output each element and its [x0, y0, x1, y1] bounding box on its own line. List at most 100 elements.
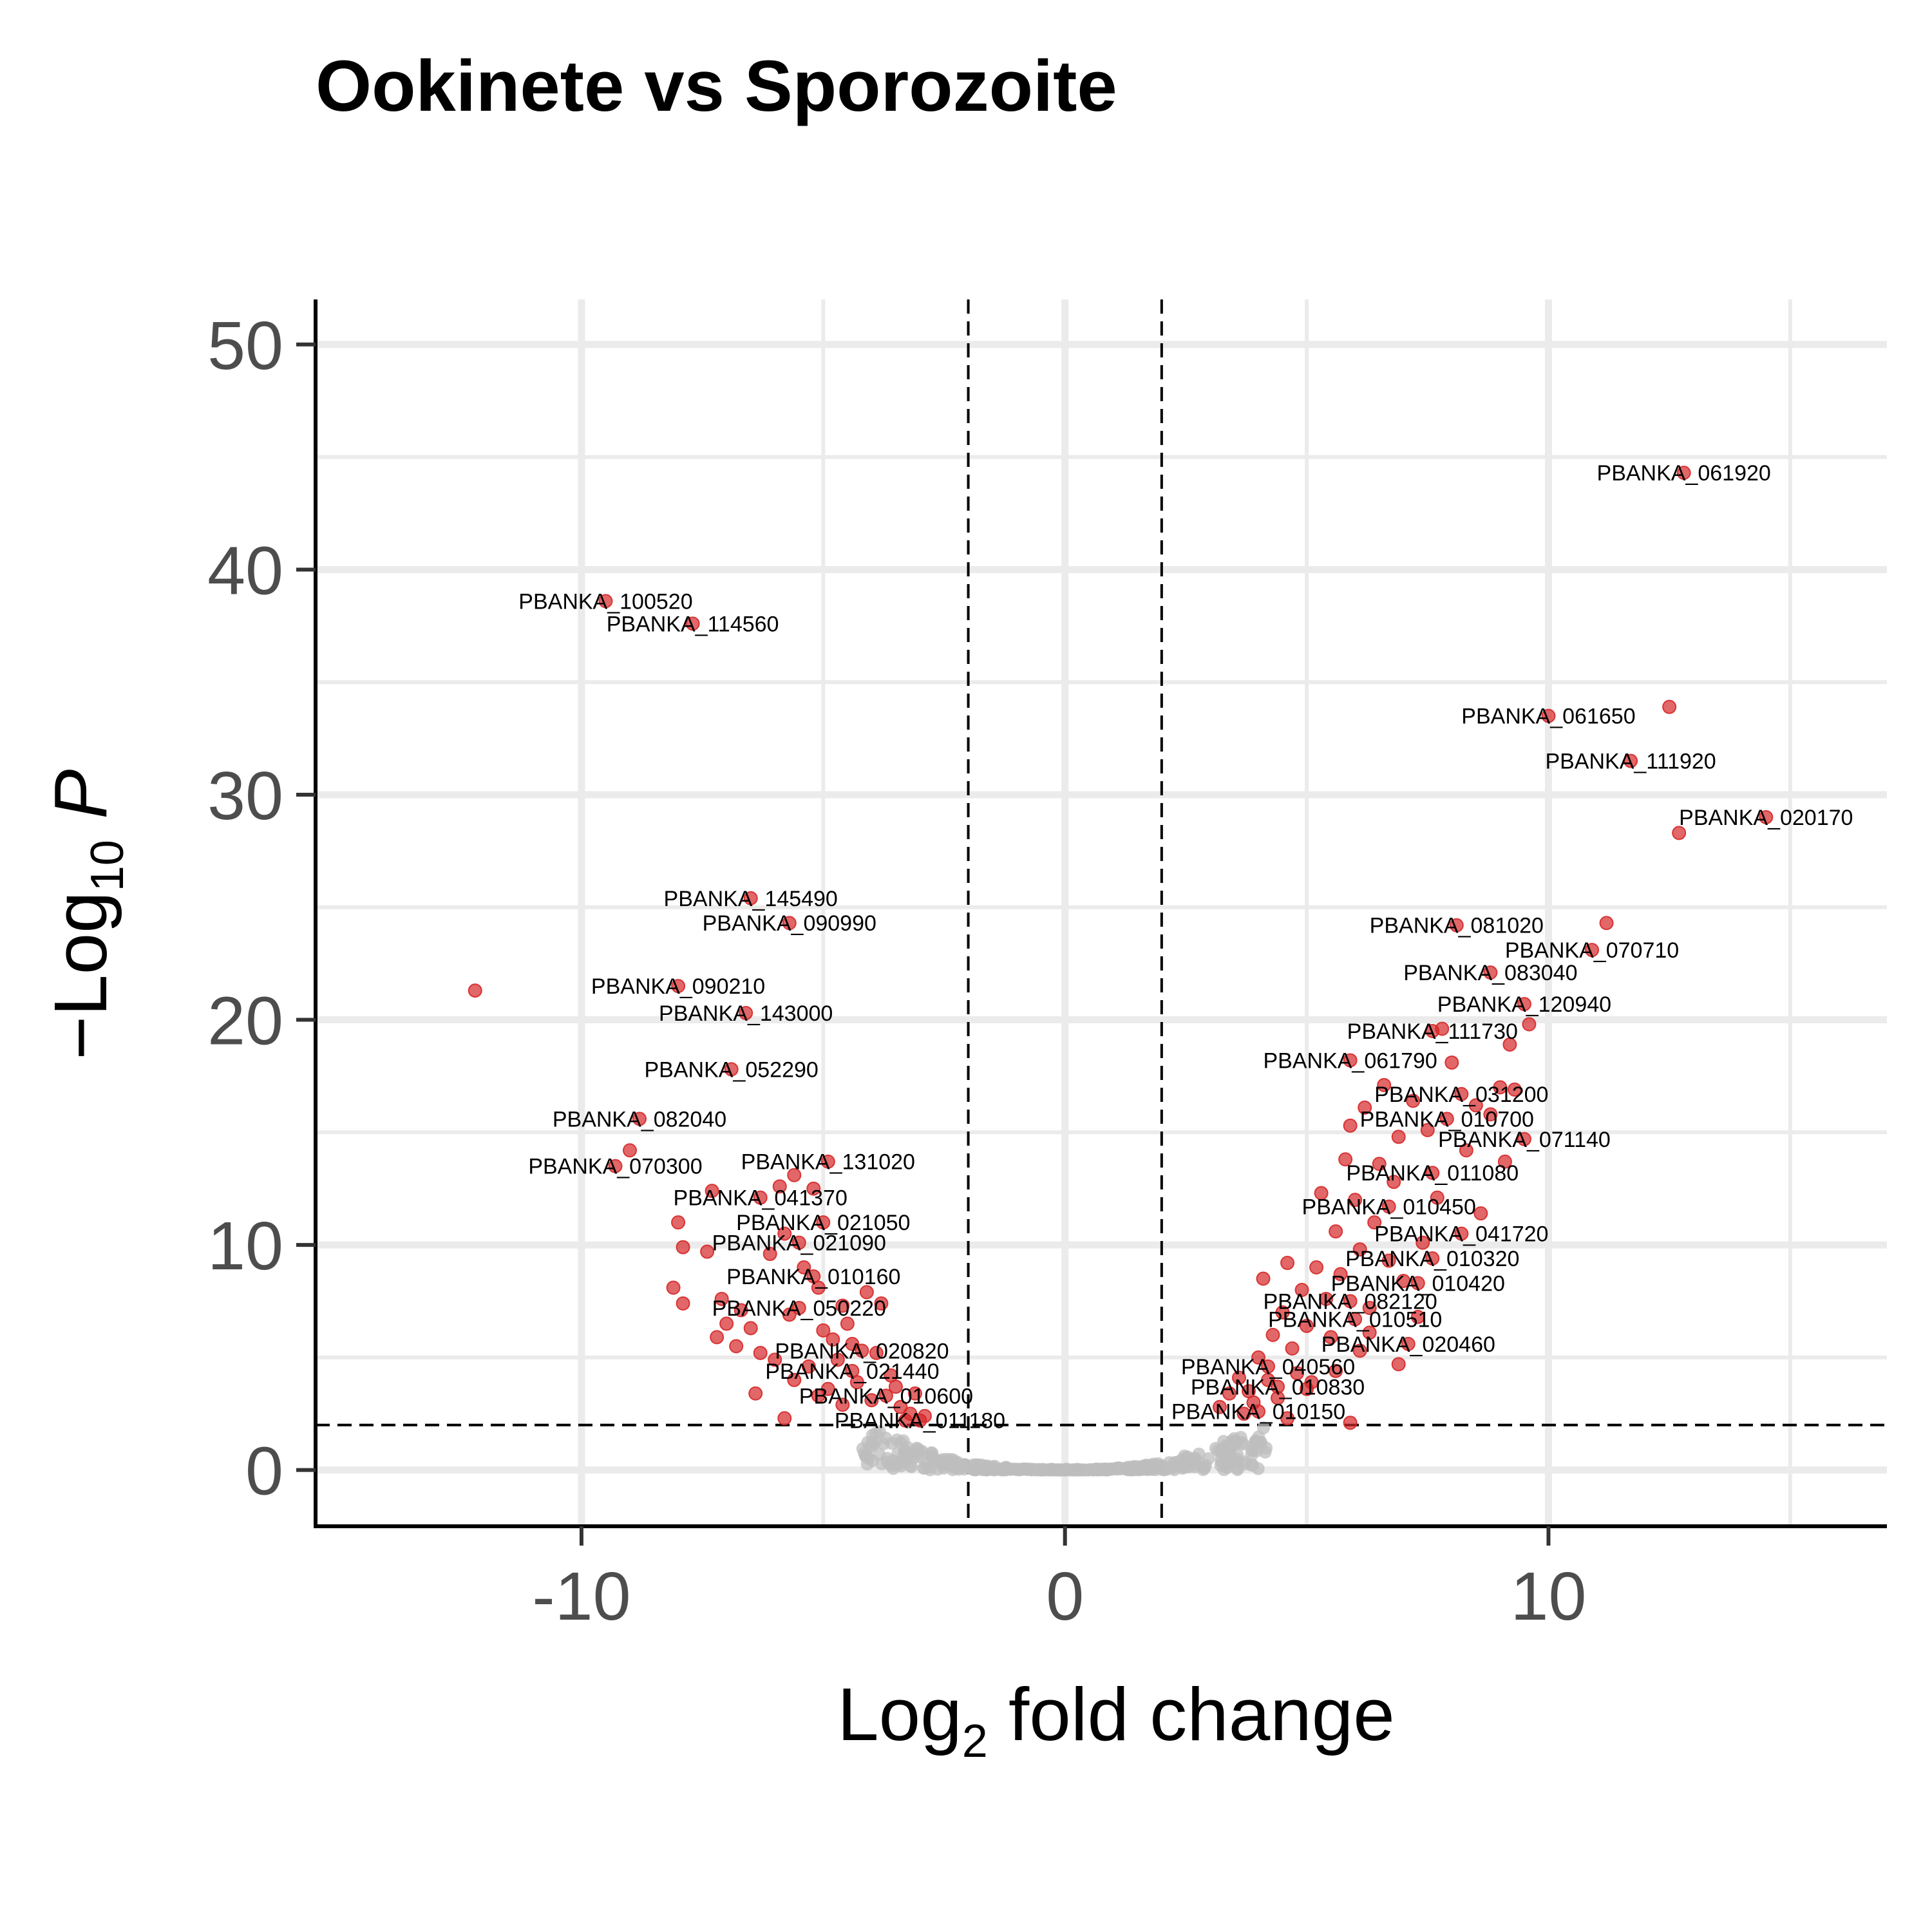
- point-label: PBANKA_090990: [703, 911, 876, 936]
- point-label: PBANKA_020460: [1321, 1332, 1495, 1357]
- nonsignificant-points: [856, 1421, 1273, 1477]
- nonsignificant-point: [1238, 1455, 1252, 1469]
- significant-point: [1759, 810, 1774, 824]
- point-label: PBANKA_090210: [591, 974, 765, 999]
- point-label: PBANKA_100520: [518, 589, 692, 614]
- significant-point: [1493, 1080, 1508, 1095]
- significant-point: [705, 1184, 719, 1198]
- nonsignificant-point: [1236, 1436, 1249, 1450]
- significant-point: [869, 1345, 884, 1360]
- significant-point: [1294, 1282, 1309, 1297]
- significant-point: [845, 1336, 860, 1351]
- point-label: PBANKA_010510: [1268, 1307, 1442, 1332]
- significant-point: [1343, 1294, 1358, 1309]
- significant-point: [1251, 1404, 1265, 1419]
- significant-point: [1541, 708, 1556, 723]
- significant-point: [1387, 1175, 1401, 1189]
- plot-grid: [316, 299, 1887, 1526]
- point-label: PBANKA_021090: [712, 1231, 886, 1256]
- significant-point: [753, 1190, 768, 1205]
- nonsignificant-point: [1090, 1463, 1103, 1476]
- significant-point: [1454, 1086, 1469, 1101]
- significant-point: [1300, 1381, 1314, 1396]
- significant-point: [840, 1316, 855, 1331]
- significant-point: [888, 1379, 903, 1394]
- point-label: PBANKA_020170: [1679, 806, 1853, 830]
- significant-point: [913, 1413, 927, 1428]
- significant-point: [1420, 1122, 1435, 1137]
- y-tick-label: 50: [207, 308, 283, 384]
- significant-point: [671, 979, 686, 994]
- point-label: PBANKA_010600: [799, 1384, 973, 1408]
- significant-point: [1439, 1112, 1454, 1126]
- significant-point: [893, 1399, 908, 1414]
- nonsignificant-point: [980, 1463, 993, 1477]
- nonsignificant-point: [1124, 1463, 1137, 1477]
- significant-point: [806, 1269, 821, 1284]
- significant-point: [816, 1323, 831, 1338]
- significant-point: [719, 1316, 734, 1331]
- point-label: PBANKA_061650: [1461, 705, 1635, 729]
- point-label: PBANKA_041370: [674, 1186, 848, 1211]
- significant-point: [1372, 1157, 1387, 1171]
- nonsignificant-point: [860, 1450, 874, 1463]
- nonsignificant-point: [1257, 1421, 1271, 1435]
- nonsignificant-point: [1036, 1463, 1050, 1476]
- point-label: PBANKA_061790: [1263, 1048, 1437, 1073]
- y-axis-title-rest: P: [39, 770, 122, 840]
- significant-point: [835, 1298, 850, 1313]
- significant-point: [743, 891, 758, 905]
- significant-point: [1502, 1037, 1517, 1052]
- point-label: PBANKA_010320: [1345, 1247, 1519, 1271]
- point-label: PBANKA_120940: [1437, 992, 1611, 1017]
- significant-point: [1222, 1386, 1236, 1401]
- nonsignificant-point: [1050, 1463, 1064, 1477]
- significant-point: [1449, 918, 1464, 933]
- significant-point: [1391, 1130, 1406, 1144]
- significant-point: [676, 1240, 690, 1255]
- nonsignificant-point: [1067, 1463, 1081, 1477]
- significant-point: [1430, 1190, 1444, 1205]
- point-label: PBANKA_114560: [607, 612, 779, 636]
- significant-point: [1483, 965, 1498, 980]
- significant-point: [1624, 753, 1638, 768]
- point-label: PBANKA_131020: [741, 1150, 915, 1175]
- significant-point: [806, 1181, 821, 1196]
- significant-point: [864, 1393, 879, 1408]
- point-label: PBANKA_041720: [1374, 1222, 1548, 1247]
- nonsignificant-point: [946, 1463, 960, 1477]
- significant-point: [710, 1330, 724, 1345]
- point-label: PBANKA_020820: [775, 1339, 949, 1363]
- significant-point: [1280, 1256, 1295, 1271]
- nonsignificant-point: [958, 1459, 972, 1473]
- point-label: PBANKA_010830: [1191, 1375, 1365, 1399]
- y-tick-label: 20: [207, 983, 283, 1059]
- point-label: PBANKA_021050: [736, 1211, 910, 1235]
- point-label: PBANKA_081020: [1370, 914, 1544, 938]
- significant-point: [768, 1352, 782, 1367]
- significant-point: [859, 1285, 874, 1300]
- significant-point: [1416, 1235, 1430, 1250]
- point-label: PBANKA_010150: [1171, 1400, 1345, 1425]
- significant-point: [1352, 1343, 1367, 1358]
- point-label: PBANKA_021440: [765, 1359, 939, 1384]
- y-tick-label: 30: [207, 758, 283, 834]
- point-label: PBANKA_070300: [528, 1155, 702, 1179]
- significant-point: [1367, 1215, 1382, 1230]
- significant-point: [1468, 1098, 1483, 1113]
- x-axis-title: Log2 fold change: [837, 1672, 1395, 1767]
- nonsignificant-point: [866, 1439, 879, 1452]
- significant-point: [1425, 1251, 1440, 1266]
- point-label: PBANKA_010700: [1360, 1107, 1534, 1132]
- significant-point: [907, 1386, 922, 1401]
- significant-point: [1309, 1260, 1324, 1275]
- significant-point: [1236, 1406, 1251, 1421]
- significant-point: [1585, 943, 1600, 958]
- significant-point: [1410, 1309, 1425, 1324]
- point-label: PBANKA_111920: [1545, 750, 1716, 774]
- significant-point: [898, 1413, 913, 1428]
- x-tick-label: 0: [1046, 1558, 1084, 1634]
- significant-point: [1343, 1053, 1358, 1068]
- point-label: PBANKA_082040: [553, 1107, 726, 1132]
- significant-point: [1362, 1325, 1377, 1340]
